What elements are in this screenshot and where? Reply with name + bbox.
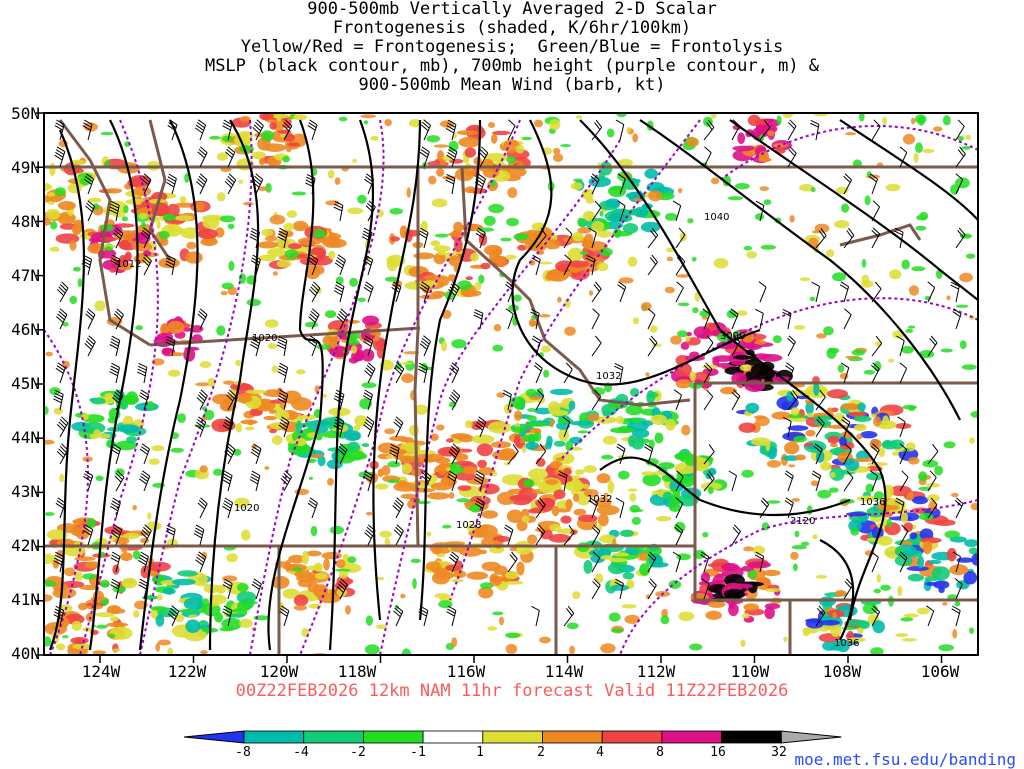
contour-label: 1032 [587, 494, 612, 505]
lat-label: 41N [11, 590, 40, 609]
colorbar-label: 32 [771, 745, 787, 760]
title-line-5: 900-500mb Mean Wind (barb, kt) [358, 75, 666, 95]
forecast-valid-line: 00Z22FEB2026 12km NAM 11hr forecast Vali… [235, 681, 789, 701]
lon-label: 120W [259, 662, 299, 681]
lat-label: 45N [11, 374, 40, 393]
colorbar-label: -8 [235, 745, 251, 760]
lat-label: 40N [11, 644, 40, 663]
title-line-2: Frontogenesis (shaded, K/6hr/100km) [332, 18, 692, 38]
colorbar-label: 16 [710, 745, 726, 760]
contour-label: 1036 [834, 638, 859, 649]
contour-label: 3120 [790, 516, 815, 527]
wind-barbs [53, 119, 966, 627]
colorbar-label: 8 [656, 745, 664, 760]
lon-label: 116W [446, 662, 486, 681]
contour-label: 3090 [720, 331, 745, 342]
lon-label: 112W [636, 662, 676, 681]
lat-label: 48N [11, 212, 40, 231]
colorbar-segment [721, 730, 782, 744]
lat-label: 47N [11, 266, 40, 285]
contour-label: 1020 [234, 503, 259, 514]
colorbar-segment [422, 730, 484, 744]
colorbar-segment [601, 730, 663, 744]
colorbar-segment [482, 730, 543, 744]
lat-label: 46N [11, 320, 40, 339]
colorbar-segment [243, 730, 305, 744]
contour-label: 1032 [596, 371, 621, 382]
lon-label: 106W [920, 662, 960, 681]
lat-label: 42N [11, 536, 40, 555]
site-url: moe.met.fsu.edu/banding [794, 750, 1016, 769]
lat-label: 44N [11, 428, 40, 447]
colorbar-label: 2 [537, 745, 545, 760]
title-line-3: Yellow/Red = Frontogenesis; Green/Blue =… [240, 37, 784, 57]
lon-label: 124W [81, 662, 121, 681]
colorbar-label: -2 [350, 745, 366, 760]
frontogenesis-shading [44, 113, 978, 655]
colorbar-arrow-left [183, 730, 245, 744]
state-borders [44, 119, 978, 655]
lon-label: 118W [337, 662, 377, 681]
contour-label: 1028 [456, 520, 481, 531]
lon-label: 108W [822, 662, 862, 681]
colorbar-arrow-right [780, 730, 842, 744]
axis-ticks [36, 112, 943, 663]
colorbar-segment [362, 730, 424, 744]
title-line-1: 900-500mb Vertically Averaged 2-D Scalar [307, 0, 717, 19]
lat-label: 49N [11, 158, 40, 177]
lon-label: 114W [544, 662, 584, 681]
colorbar-label: 1 [476, 745, 484, 760]
contour-label: 1040 [704, 212, 729, 223]
colorbar-segment [303, 730, 364, 744]
colorbar-segment [542, 730, 603, 744]
colorbar-label: -4 [293, 745, 309, 760]
colorbar [183, 730, 842, 744]
lat-label: 43N [11, 482, 40, 501]
colorbar-label: 4 [596, 745, 604, 760]
contour-labels: 1012 1020 1020 1028 1032 1032 1040 3090 … [116, 212, 885, 649]
contour-label: 1012 [116, 259, 141, 270]
title-line-4: MSLP (black contour, mb), 700mb height (… [204, 56, 820, 76]
colorbar-segment [661, 730, 723, 744]
contour-label: 1020 [252, 333, 277, 344]
mslp-contours [48, 119, 978, 651]
lat-label: 50N [11, 104, 40, 123]
lon-label: 122W [167, 662, 207, 681]
lon-label: 110W [730, 662, 770, 681]
colorbar-label: -1 [410, 745, 426, 760]
contour-label: 1036 [860, 497, 885, 508]
